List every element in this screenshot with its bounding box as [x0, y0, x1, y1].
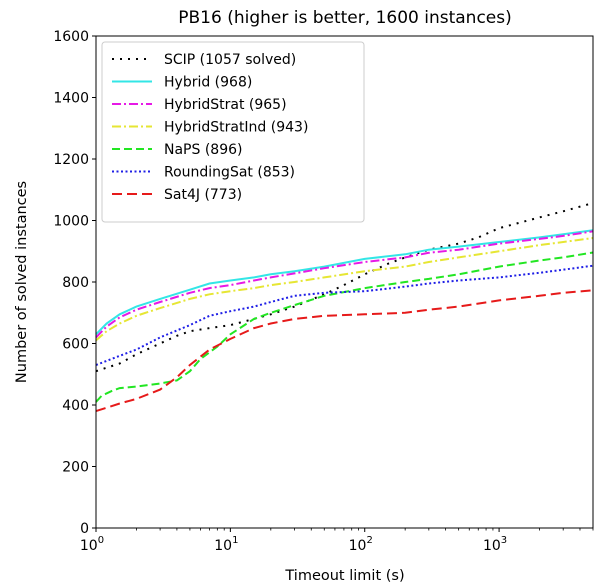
legend-label: RoundingSat (853): [164, 165, 295, 181]
y-axis-label: Number of solved instances: [14, 181, 30, 383]
legend-label: HybridStrat (965): [164, 97, 287, 113]
series-line-6: [96, 290, 593, 411]
x-axis-label: Timeout limit (s): [284, 568, 404, 584]
y-tick-label: 800: [62, 275, 89, 291]
plot-area: 0 200 400 600 800 1000 1200 1400 1600 100 101 102 10…: [53, 29, 593, 554]
x-tick-label: 101: [214, 535, 238, 554]
y-tick-label: 1200: [53, 152, 89, 168]
legend-label: NaPS (896): [164, 142, 242, 158]
legend-label: Sat4J (773): [164, 187, 242, 203]
series-line-0: [96, 203, 593, 371]
y-tick-label: 1000: [53, 214, 89, 230]
x-tick-label: 102: [349, 535, 373, 554]
chart-title: PB16 (higher is better, 1600 instances): [178, 8, 512, 28]
y-tick-label: 400: [62, 398, 89, 414]
y-tick-label: 600: [62, 337, 89, 353]
legend-label: HybridStratInd (943): [164, 120, 308, 136]
x-tick-label: 103: [483, 535, 507, 554]
y-tick-label: 1600: [53, 29, 89, 45]
y-tick-label: 200: [62, 460, 89, 476]
legend-label: SCIP (1057 solved): [164, 52, 296, 68]
y-tick-label: 1400: [53, 91, 89, 107]
series-line-1: [96, 230, 593, 334]
x-tick-label: 100: [80, 535, 104, 554]
legend-label: Hybrid (968): [164, 75, 252, 91]
series-line-3: [96, 238, 593, 340]
y-tick-label: 0: [80, 521, 89, 537]
